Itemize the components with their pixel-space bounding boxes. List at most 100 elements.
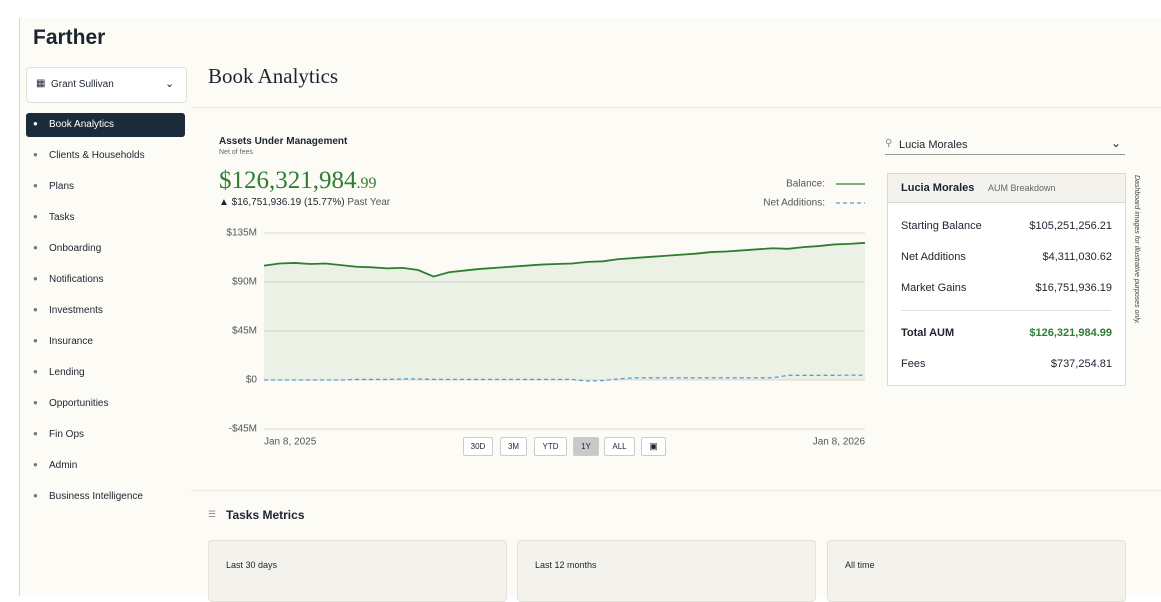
chart: $135M $90M $45M $0 -$45M Jan 8, 2025 Jan 8, 20… [226,179,866,448]
search-value: Lucia Morales [899,139,968,151]
range-button[interactable]: 1Y [573,437,599,456]
tasks-icon: ☰ [208,509,217,519]
nav-item[interactable]: ● Business Intelligence [26,485,185,509]
nav-item[interactable]: ● Fin Ops [26,423,185,447]
chevron: ⌄ [1111,136,1122,150]
nav-label: Tasks [49,212,75,223]
nav-item[interactable]: ● Lending [26,361,185,385]
section-rule [191,490,1161,491]
nav-icon: ● [33,274,38,283]
change: ▲ $16,751,936.19 (15.77%) Past Year [219,197,390,208]
nav-item[interactable]: ● Onboarding [26,237,185,261]
row-value: $16,751,936.19 [1035,282,1112,294]
calendar-button[interactable]: ▣ [641,437,666,456]
nav-icon: ● [33,305,38,314]
nav-label: Business Intelligence [49,491,143,502]
nav-item[interactable]: ● Insurance [26,330,185,354]
x-tick-label: Jan 8, 2025 [264,437,317,448]
divider [901,310,1111,311]
nav-icon: ● [33,491,38,500]
nav-label: Clients & Households [49,150,145,161]
task-card: Last 12 months [517,540,816,602]
row-label: Net Additions [901,251,966,263]
nav-label: Opportunities [49,398,109,409]
row-value: $126,321,984.99 [1029,327,1112,339]
search-icon: ⚲ [885,138,893,149]
nav-icon: ● [33,119,38,128]
breakdown-subtitle: AUM Breakdown [988,183,1056,193]
nav-label: Fin Ops [49,429,85,440]
nav-label: Notifications [49,274,104,285]
nav-item[interactable]: ● Investments [26,299,185,323]
nav-item[interactable]: ● Admin [26,454,185,478]
nav-icon: ● [33,212,38,221]
row-label: Starting Balance [901,220,982,232]
row-label: Market Gains [901,282,967,294]
nav-label: Admin [49,460,78,471]
row-label: Total AUM [901,327,955,339]
nav-item[interactable]: ● Opportunities [26,392,185,416]
nav-label: Book Analytics [49,119,115,130]
nav-label: Plans [49,181,75,192]
nav-icon: ● [33,398,38,407]
y-tick-label: $135M [226,228,257,239]
range-button[interactable]: 30D [463,437,493,456]
brand: Farther [33,26,106,49]
task-card: All time [827,540,1126,602]
nav-item[interactable]: ● Book Analytics [26,113,185,137]
nav-item[interactable]: ● Tasks [26,206,185,230]
search[interactable]: ⚲ Lucia Morales ⌄ [885,136,1125,155]
change-value: ▲ $16,751,936.19 (15.77%) [219,197,345,208]
y-tick-label: $90M [232,277,257,288]
nav-item[interactable]: ● Clients & Households [26,144,185,168]
nav-icon: ● [33,150,38,159]
series-line [263,241,866,278]
nav-icon: ● [33,460,38,469]
task-card: Last 30 days [208,540,507,602]
y-tick-label: $45M [232,326,257,337]
tasks-title: Tasks Metrics [226,508,305,522]
disclaimer: Dashboard images for illustrative purpos… [1133,175,1140,324]
task-card-label: Last 30 days [226,560,278,570]
y-tick-label: $0 [246,375,258,386]
range-button[interactable]: ALL [604,437,635,456]
nav-item[interactable]: ● Plans [26,175,185,199]
row-value: $737,254.81 [1050,358,1112,370]
user-select[interactable]: ▦ Grant Sullivan ⌄ [26,67,187,103]
row-value: $4,311,030.62 [1042,251,1112,263]
row-value: $105,251,256.21 [1029,220,1112,232]
headline-main: $126,321,984 [219,167,357,194]
nav-icon: ● [33,181,38,190]
breakdown-card: Lucia Morales AUM Breakdown Starting Bal… [887,173,1126,386]
range-button[interactable]: 3M [500,437,527,456]
series-line [264,374,866,382]
legend-label: Net Additions: [763,198,825,209]
header-rule [191,107,1161,108]
chevron: ⌄ [165,78,175,90]
area-fill [264,242,865,380]
nav-label: Onboarding [49,243,102,254]
nav-label: Investments [49,305,103,316]
x-tick-label: Jan 8, 2026 [813,437,866,448]
nav-icon: ● [33,367,38,376]
nav-label: Lending [49,367,85,378]
breakdown-header [888,174,1125,203]
task-card-label: Last 12 months [535,560,597,570]
range-button[interactable]: YTD [534,437,567,456]
row-label: Fees [901,358,926,370]
breakdown-name: Lucia Morales [901,182,975,194]
headline-cents: .99 [356,175,377,192]
user-icon: ▦ [36,78,46,89]
chart-title: Assets Under Management [219,136,348,147]
change-period: Past Year [347,197,391,208]
nav-item[interactable]: ● Notifications [26,268,185,292]
nav-icon: ● [33,429,38,438]
headline: $126,321,984.99 [219,167,377,195]
nav-label: Insurance [49,336,93,347]
user-name: Grant Sullivan [51,79,114,90]
page-title: Book Analytics [208,64,339,88]
nav-icon: ● [33,336,38,345]
chart-subtitle: Net of fees [219,149,253,156]
legend-label: Balance: [786,179,825,190]
